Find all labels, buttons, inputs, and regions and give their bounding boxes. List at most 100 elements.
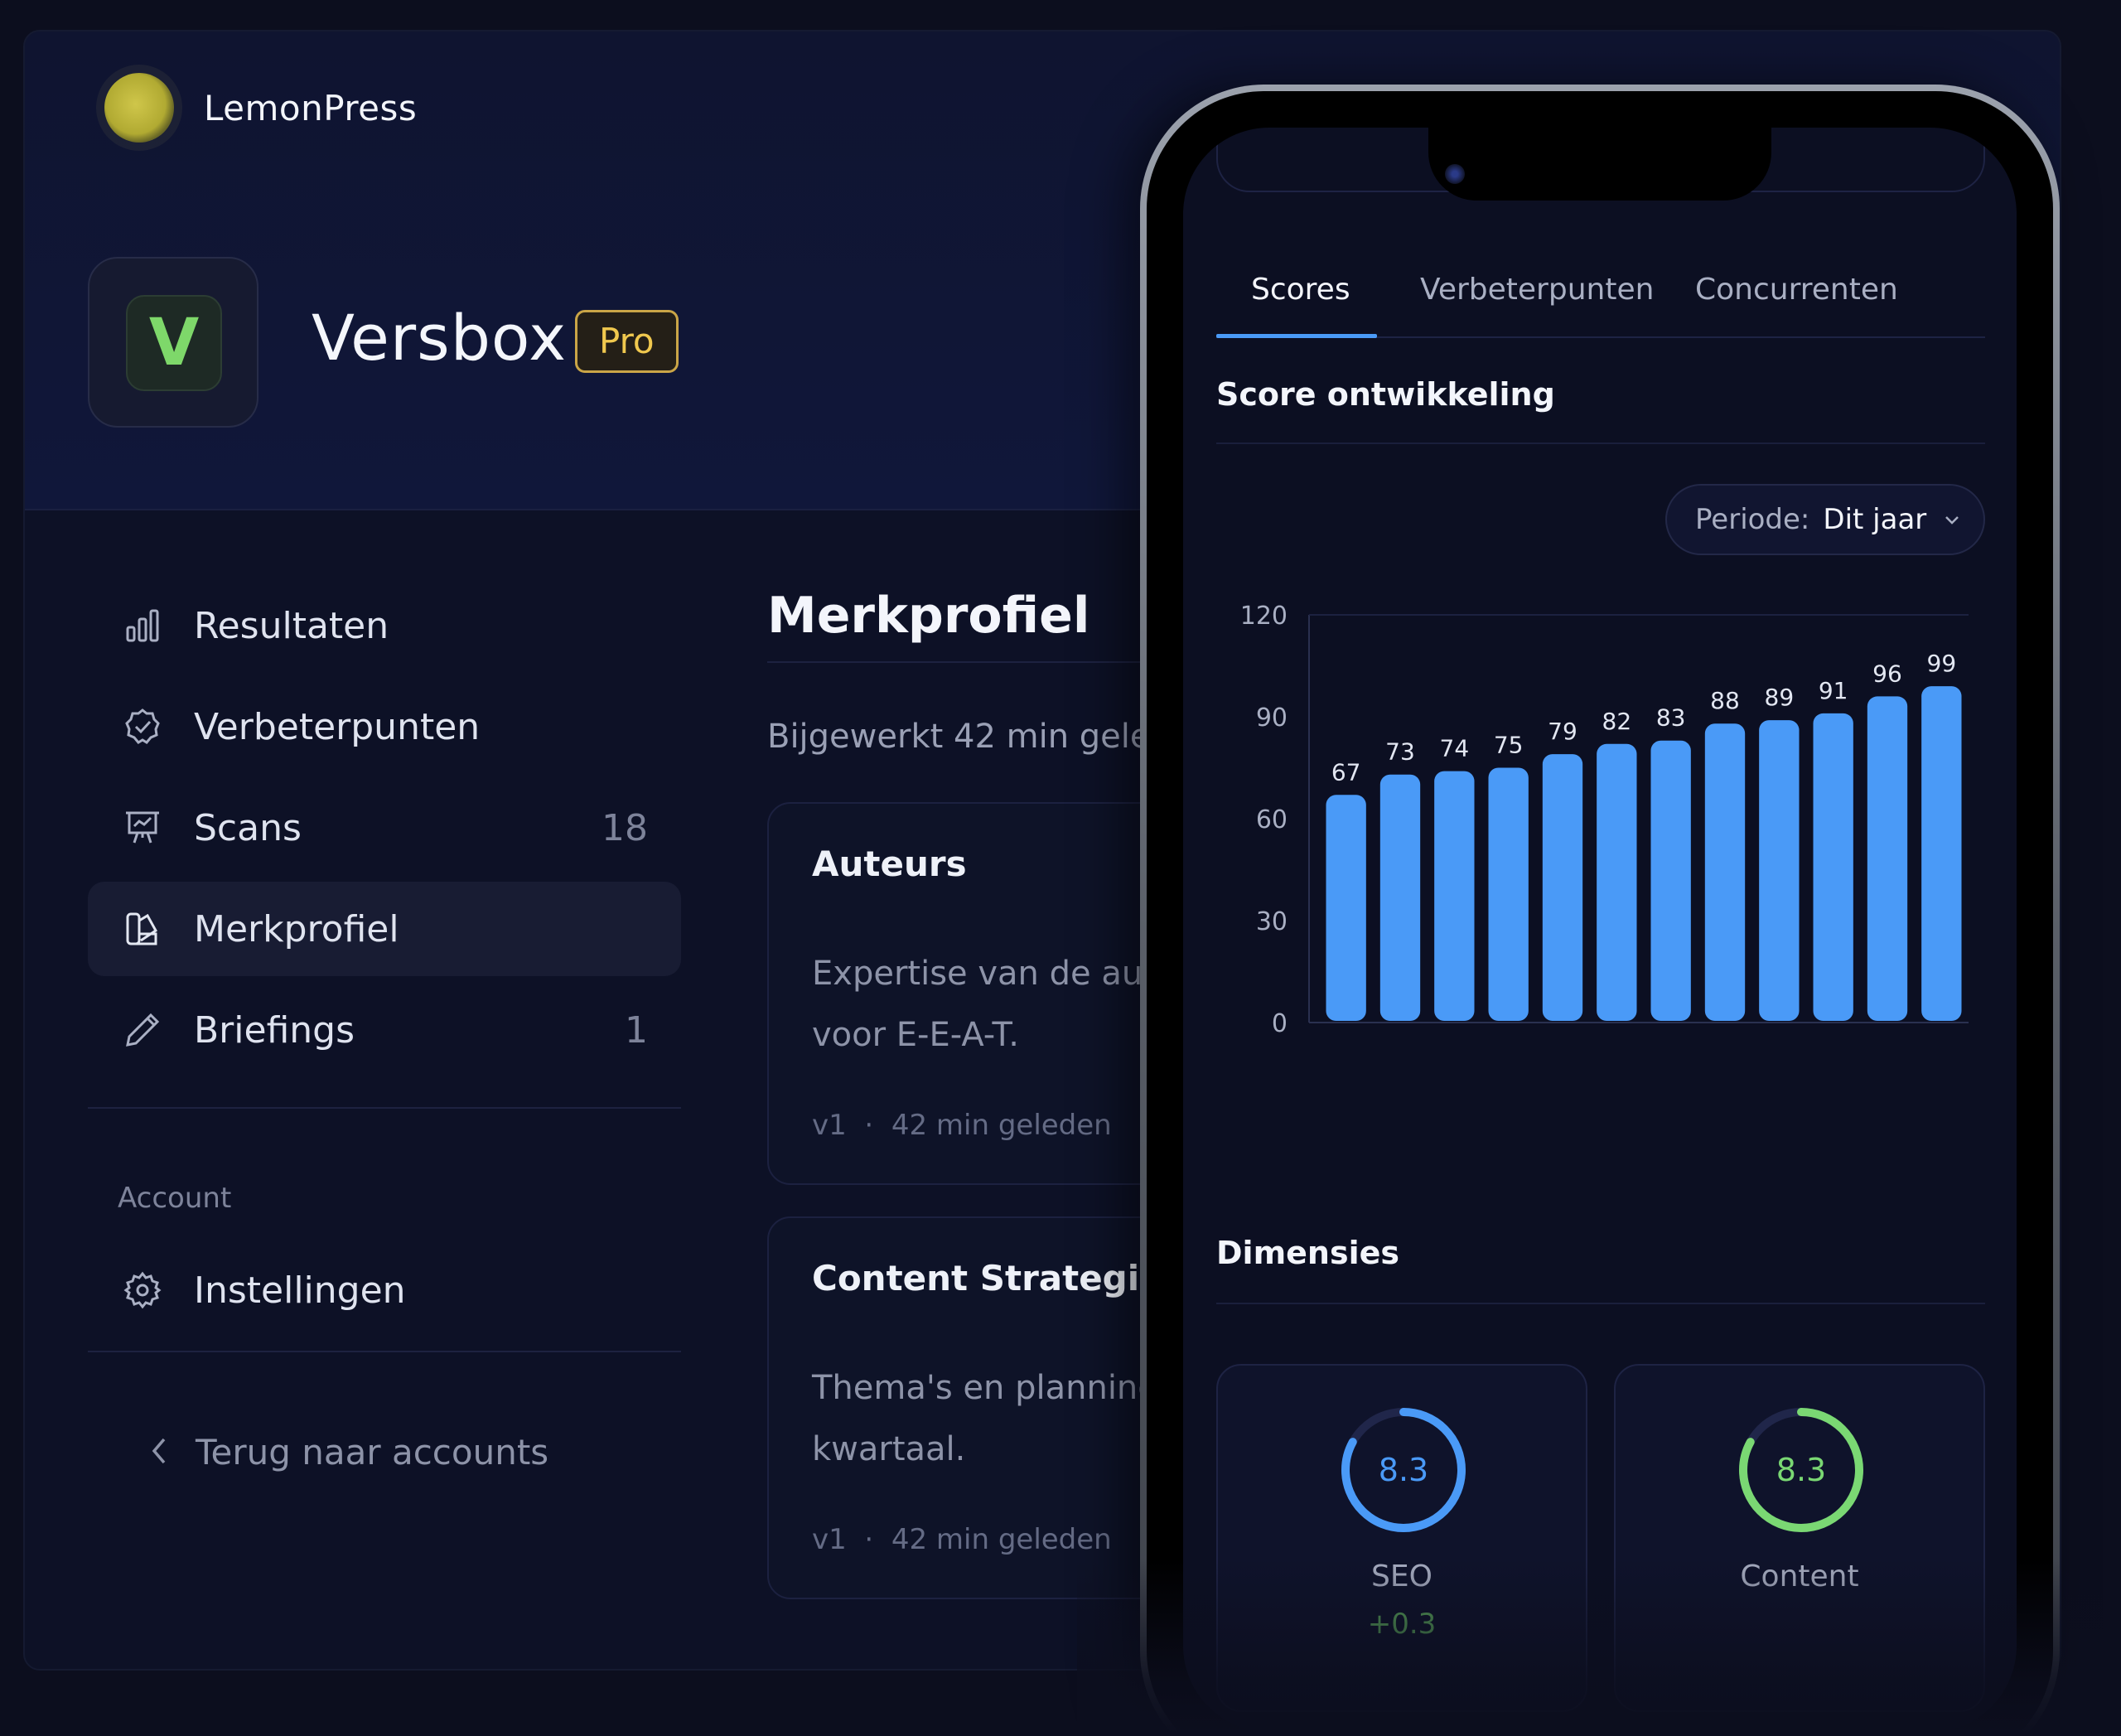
phone-screen: Scores Verbeterpunten Concurrenten Score… — [1183, 128, 2017, 1732]
back-link-label: Terug naar accounts — [196, 1432, 549, 1472]
card-description-line: kwartaal. — [812, 1430, 966, 1468]
y-tick-label: 0 — [1272, 1009, 1288, 1038]
sidebar-item-label: Briefings — [194, 1008, 355, 1052]
tab-bar: Scores Verbeterpunten Concurrenten — [1216, 264, 1985, 338]
period-select[interactable]: Periode: Dit jaar — [1665, 484, 1985, 555]
dimension-score: 8.3 — [1776, 1452, 1827, 1488]
sidebar-section-label: Account — [118, 1182, 232, 1215]
brand-name: LemonPress — [204, 87, 418, 128]
sidebar-item-label: Merkprofiel — [194, 907, 399, 950]
tab-concurrenten[interactable]: Concurrenten — [1695, 273, 1898, 307]
card-version: v1 — [812, 1523, 847, 1556]
card-title: Auteurs — [812, 844, 967, 884]
chart-bar — [1326, 795, 1366, 1021]
y-tick-label: 90 — [1256, 704, 1288, 733]
card-description: Expertise van de aut voor E-E-A-T. — [812, 943, 1342, 1066]
chart-bar — [1813, 713, 1853, 1021]
sidebar-item-verbeterpunten[interactable]: Verbeterpunten — [88, 679, 681, 774]
sidebar-divider — [88, 1107, 681, 1109]
card-version: v1 — [812, 1109, 847, 1142]
bar-value-label: 91 — [1819, 677, 1848, 704]
camera-icon — [1445, 164, 1465, 184]
tab-verbeterpunten[interactable]: Verbeterpunten — [1420, 273, 1655, 307]
sidebar-nav: Resultaten Verbeterpunten Scans 18 — [88, 578, 681, 1084]
dimension-label: Content — [1740, 1559, 1859, 1593]
period-value: Dit jaar — [1823, 503, 1927, 536]
chart-bar — [1542, 754, 1583, 1021]
card-description-line: voor E-E-A-T. — [812, 1016, 1019, 1054]
bar-value-label: 83 — [1656, 704, 1686, 732]
bar-value-label: 67 — [1331, 758, 1361, 786]
bar-value-label: 75 — [1494, 732, 1524, 759]
dimension-score: 8.3 — [1378, 1452, 1429, 1488]
gear-icon — [121, 1269, 164, 1312]
chevron-left-icon — [147, 1434, 171, 1471]
y-tick-label: 120 — [1240, 602, 1288, 631]
section-divider — [1216, 442, 1985, 444]
sidebar-item-resultaten[interactable]: Resultaten — [88, 578, 681, 673]
dimension-label: SEO — [1371, 1559, 1433, 1593]
card-description: Thema's en planning kwartaal. — [812, 1357, 1342, 1480]
title-divider — [767, 661, 1181, 663]
bar-value-label: 96 — [1872, 660, 1902, 687]
chevron-down-icon — [1945, 516, 1959, 525]
y-tick-label: 30 — [1256, 907, 1288, 936]
phone-bezel: Scores Verbeterpunten Concurrenten Score… — [1147, 91, 2053, 1736]
sidebar-item-label: Instellingen — [194, 1269, 406, 1312]
card-meta: v1 · 42 min geleden — [812, 1109, 1112, 1142]
account-name: Versbox — [312, 301, 568, 375]
chart-bar — [1867, 696, 1908, 1021]
sidebar-item-instellingen[interactable]: Instellingen — [88, 1243, 681, 1337]
sidebar-item-scans[interactable]: Scans 18 — [88, 781, 681, 875]
lemon-logo-icon — [104, 73, 174, 143]
chart-bar — [1759, 720, 1800, 1021]
bar-value-label: 88 — [1710, 687, 1740, 714]
card-title: Content Strategie — [812, 1258, 1163, 1298]
presentation-chart-icon — [121, 806, 164, 849]
bar-value-label: 73 — [1385, 738, 1415, 766]
sidebar-item-label: Verbeterpunten — [194, 705, 481, 748]
dimension-card-content[interactable]: 8.3 Content — [1614, 1364, 1985, 1712]
back-to-accounts-link[interactable]: Terug naar accounts — [147, 1432, 548, 1472]
sidebar-item-count: 1 — [625, 1008, 648, 1052]
sidebar-account-nav: Instellingen — [88, 1243, 681, 1344]
bar-value-label: 82 — [1602, 708, 1632, 735]
dimension-card-seo[interactable]: 8.3 SEO +0.3 — [1216, 1364, 1587, 1712]
bar-value-label: 74 — [1440, 735, 1470, 762]
sidebar-divider — [88, 1351, 681, 1352]
ring-progress — [1739, 1408, 1863, 1532]
ring-progress — [1341, 1408, 1466, 1532]
pencil-icon — [121, 1008, 164, 1052]
brand[interactable]: LemonPress — [104, 73, 417, 143]
bar-chart-icon — [121, 604, 164, 647]
period-label: Periode: — [1695, 503, 1810, 536]
active-tab-indicator — [1216, 334, 1377, 338]
account-avatar: V — [88, 257, 258, 428]
tab-scores[interactable]: Scores — [1251, 273, 1350, 307]
separator-dot: · — [855, 1523, 883, 1556]
dimension-delta: +0.3 — [1367, 1608, 1437, 1641]
sidebar-item-label: Scans — [194, 806, 302, 849]
chart-bar — [1434, 771, 1475, 1021]
sidebar-item-count: 18 — [602, 806, 648, 849]
page-title: Merkprofiel — [767, 587, 1090, 645]
phone-mockup: Scores Verbeterpunten Concurrenten Score… — [1140, 85, 2060, 1736]
sidebar-item-label: Resultaten — [194, 604, 389, 647]
bar-value-label: 89 — [1765, 684, 1795, 711]
score-bar-chart: 030609012067737475798283888991969915 apr… — [1240, 602, 1969, 1038]
chart-bar — [1488, 767, 1529, 1021]
card-description-line: Expertise van de aut — [812, 955, 1156, 993]
card-description-line: Thema's en planning — [812, 1369, 1159, 1407]
account-initial: V — [126, 295, 222, 391]
score-ring — [1739, 1408, 1863, 1532]
score-ring — [1341, 1408, 1466, 1532]
sidebar-item-merkprofiel[interactable]: Merkprofiel — [88, 882, 681, 976]
card-time: 42 min geleden — [891, 1109, 1112, 1142]
plan-badge: Pro — [575, 310, 679, 373]
score-section-title: Score ontwikkeling — [1216, 376, 1555, 413]
chart-bar — [1597, 743, 1637, 1021]
separator-dot: · — [855, 1109, 883, 1142]
sidebar-item-briefings[interactable]: Briefings 1 — [88, 983, 681, 1077]
phone-notch — [1428, 128, 1771, 201]
section-divider — [1216, 1303, 1985, 1304]
